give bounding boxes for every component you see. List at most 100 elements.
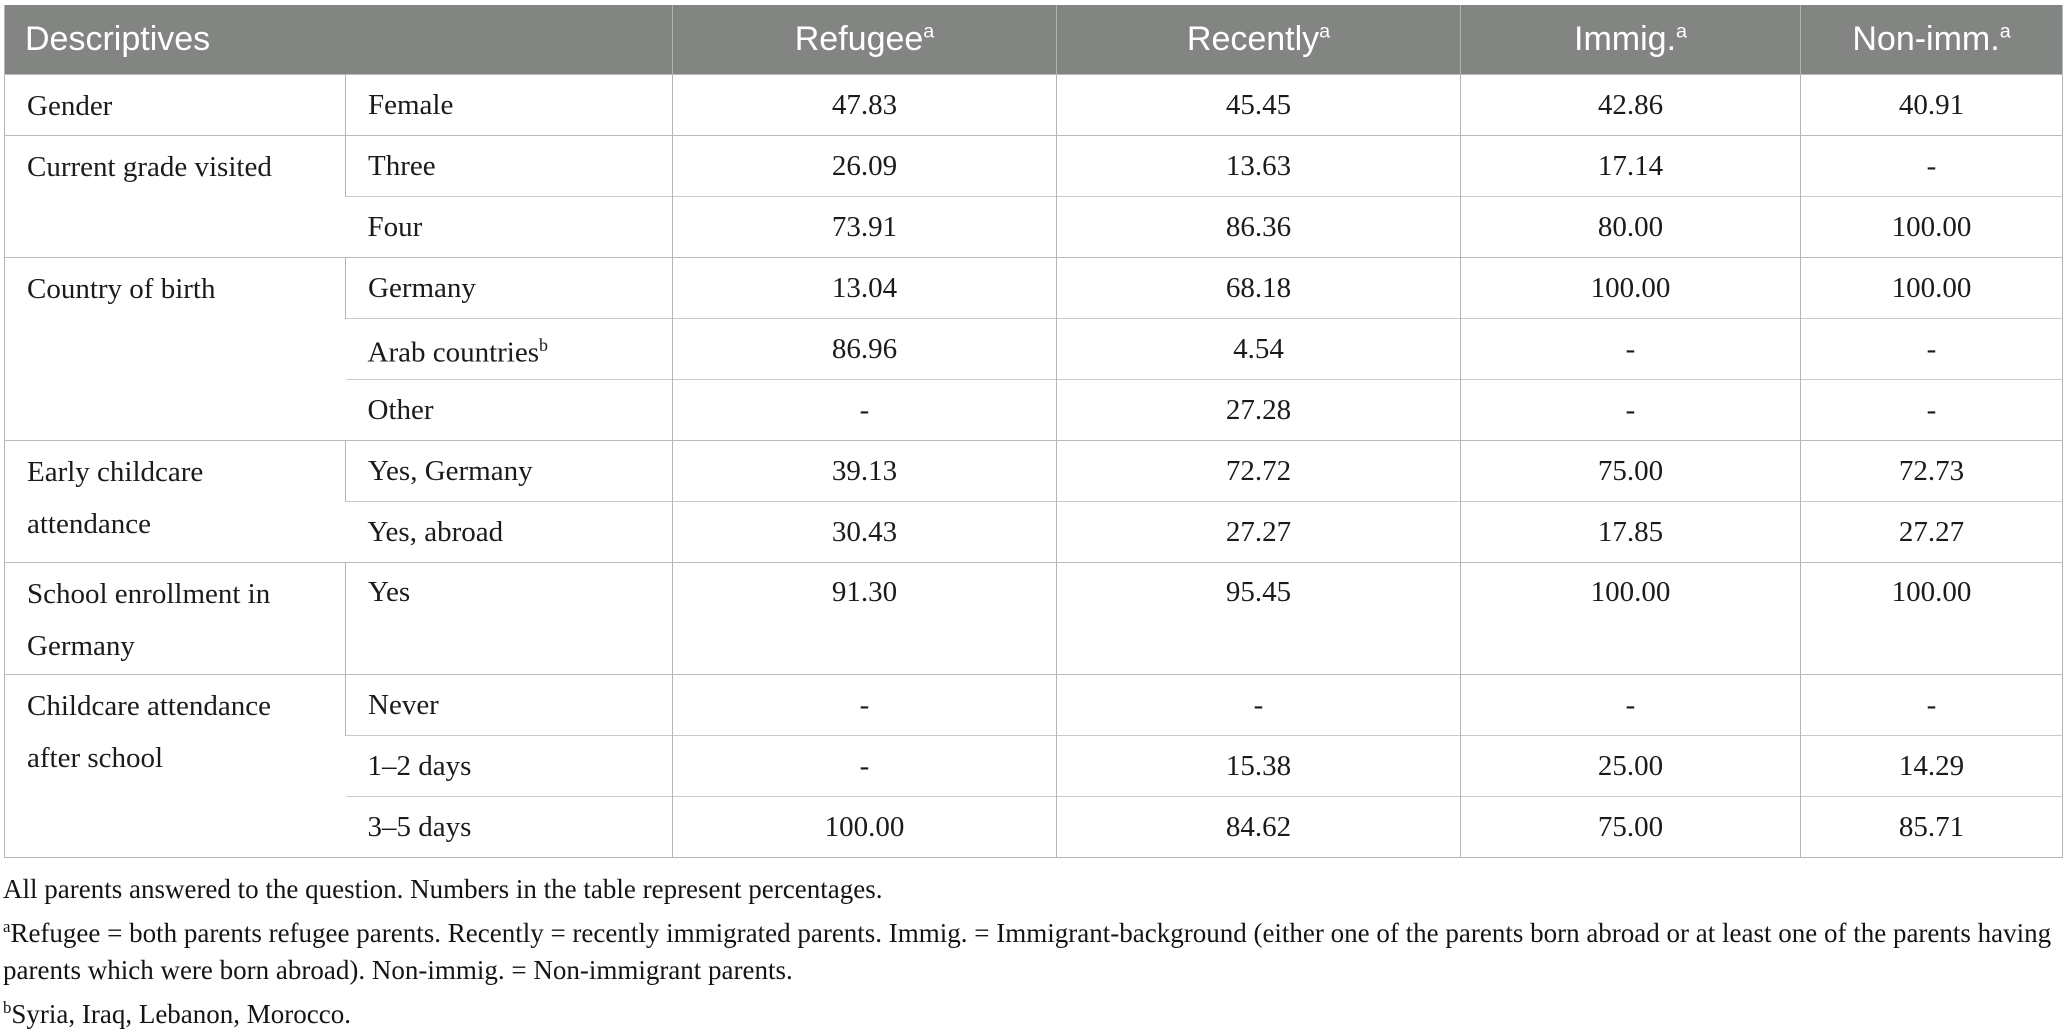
value-cell: - bbox=[672, 735, 1057, 797]
value-cell: 39.13 bbox=[672, 440, 1057, 502]
category-cell: Gender bbox=[4, 74, 346, 136]
table-row: Country of birth Germany 13.04 68.18 100… bbox=[4, 257, 2063, 441]
subcategory-cell: Yes, abroad bbox=[345, 501, 673, 563]
footnote-b: bSyria, Iraq, Lebanon, Morocco. bbox=[3, 989, 2061, 1033]
value-cell: 14.29 bbox=[1800, 735, 2063, 797]
value-cell: 100.00 bbox=[1460, 257, 1801, 319]
header-refugee-sup: a bbox=[923, 20, 935, 43]
value-cell: 100.00 bbox=[1800, 196, 2063, 258]
value-cell: 84.62 bbox=[1056, 796, 1461, 858]
subcategory-label: Arab countries bbox=[367, 336, 540, 369]
table-row: 3–5 days 100.00 84.62 75.00 85.71 bbox=[5, 796, 2063, 858]
subcategory-cell: Three bbox=[344, 135, 673, 197]
value-cell: 100.00 bbox=[1800, 562, 2063, 675]
value-cell: 95.45 bbox=[1056, 562, 1461, 675]
value-cell: - bbox=[1800, 135, 2063, 197]
subcategory-cell: Yes, Germany bbox=[344, 440, 673, 502]
value-cell: 42.86 bbox=[1460, 74, 1801, 136]
value-cell: 91.30 bbox=[672, 562, 1057, 675]
value-cell: - bbox=[1460, 318, 1801, 380]
value-cell: 26.09 bbox=[672, 135, 1057, 197]
value-cell: 80.00 bbox=[1460, 196, 1801, 258]
value-cell: 17.85 bbox=[1460, 501, 1801, 563]
value-cell: 68.18 bbox=[1056, 257, 1461, 319]
value-cell: 40.91 bbox=[1800, 74, 2063, 136]
category-cell: Country of birth bbox=[4, 257, 346, 441]
value-cell: - bbox=[1800, 379, 2063, 441]
page: Descriptives Refugeea Recentlya Immig.a … bbox=[0, 5, 2067, 1029]
value-cell: - bbox=[672, 379, 1057, 441]
value-cell: 27.27 bbox=[1800, 501, 2063, 563]
header-refugee-label: Refugee bbox=[794, 20, 924, 58]
footnote-b-text: Syria, Iraq, Lebanon, Morocco. bbox=[11, 999, 352, 1029]
footnote-a: aRefugee = both parents refugee parents.… bbox=[3, 908, 2061, 989]
table-footnotes: All parents answered to the question. Nu… bbox=[3, 871, 2061, 1033]
category-cell: Current grade visited bbox=[4, 135, 346, 258]
value-cell: 75.00 bbox=[1460, 440, 1801, 502]
table-row: Four 73.91 86.36 80.00 100.00 bbox=[5, 196, 2063, 258]
table-row: Arab countriesb 86.96 4.54 - - bbox=[5, 318, 2063, 380]
header-recently: Recentlya bbox=[1056, 5, 1461, 75]
value-cell: - bbox=[1800, 674, 2063, 736]
subcategory-cell: Arab countriesb bbox=[345, 318, 673, 380]
header-recently-label: Recently bbox=[1186, 20, 1320, 58]
header-descriptives: Descriptives bbox=[4, 5, 673, 75]
footnote-general-text: All parents answered to the question. Nu… bbox=[3, 874, 883, 904]
value-cell: 27.27 bbox=[1056, 501, 1461, 563]
table-row: School enrollment in Germany Yes 91.30 9… bbox=[4, 562, 2063, 675]
value-cell: 27.28 bbox=[1056, 379, 1461, 441]
value-cell: 86.96 bbox=[672, 318, 1057, 380]
footnote-b-marker: b bbox=[3, 998, 12, 1017]
subcategory-cell: 3–5 days bbox=[345, 796, 673, 858]
table-header: Descriptives Refugeea Recentlya Immig.a … bbox=[4, 5, 2063, 75]
subcategory-cell: Never bbox=[344, 674, 673, 736]
value-cell: 73.91 bbox=[672, 196, 1057, 258]
header-non-imm: Non-imm.a bbox=[1800, 5, 2063, 75]
table-body: Gender Female 47.83 45.45 42.86 40.91 Cu… bbox=[4, 74, 2063, 858]
subcategory-cell: Female bbox=[344, 74, 673, 136]
table-row: Current grade visited Three 26.09 13.63 … bbox=[4, 135, 2063, 258]
header-immig-label: Immig. bbox=[1574, 20, 1677, 58]
value-cell: 13.63 bbox=[1056, 135, 1461, 197]
value-cell: 45.45 bbox=[1056, 74, 1461, 136]
subcategory-cell: 1–2 days bbox=[345, 735, 673, 797]
category-cell: School enrollment in Germany bbox=[4, 562, 346, 675]
subcategory-cell: Yes bbox=[344, 562, 673, 675]
value-cell: 85.71 bbox=[1800, 796, 2063, 858]
footnote-general: All parents answered to the question. Nu… bbox=[3, 871, 2061, 908]
category-cell: Childcare attendance after school bbox=[4, 674, 346, 858]
value-cell: - bbox=[1460, 674, 1801, 736]
header-refugee: Refugeea bbox=[672, 5, 1057, 75]
value-cell: 86.36 bbox=[1056, 196, 1461, 258]
header-row: Descriptives Refugeea Recentlya Immig.a … bbox=[4, 5, 2063, 75]
value-cell: 30.43 bbox=[672, 501, 1057, 563]
value-cell: 25.00 bbox=[1460, 735, 1801, 797]
descriptives-table: Descriptives Refugeea Recentlya Immig.a … bbox=[4, 5, 2064, 858]
value-cell: - bbox=[672, 674, 1057, 736]
value-cell: 4.54 bbox=[1056, 318, 1461, 380]
category-cell: Early childcare attendance bbox=[4, 440, 346, 563]
value-cell: 17.14 bbox=[1460, 135, 1801, 197]
value-cell: 15.38 bbox=[1056, 735, 1461, 797]
value-cell: 100.00 bbox=[1800, 257, 2063, 319]
header-descriptives-label: Descriptives bbox=[25, 20, 211, 58]
header-immig: Immig.a bbox=[1460, 5, 1801, 75]
header-recently-sup: a bbox=[1319, 20, 1331, 43]
subcategory-cell: Germany bbox=[344, 257, 673, 319]
value-cell: 75.00 bbox=[1460, 796, 1801, 858]
subcategory-cell: Other bbox=[345, 379, 673, 441]
table-row: Childcare attendance after school Never … bbox=[4, 674, 2063, 858]
value-cell: - bbox=[1800, 318, 2063, 380]
value-cell: 72.73 bbox=[1800, 440, 2063, 502]
table-row: Early childcare attendance Yes, Germany … bbox=[4, 440, 2063, 563]
value-cell: 100.00 bbox=[672, 796, 1057, 858]
subcategory-sup: b bbox=[539, 335, 549, 356]
value-cell: 47.83 bbox=[672, 74, 1057, 136]
header-immig-sup: a bbox=[1676, 20, 1687, 43]
value-cell: 100.00 bbox=[1460, 562, 1801, 675]
table-row: 1–2 days - 15.38 25.00 14.29 bbox=[5, 735, 2063, 797]
value-cell: - bbox=[1056, 674, 1461, 736]
table-row: Gender Female 47.83 45.45 42.86 40.91 bbox=[4, 74, 2063, 136]
table-row: Other - 27.28 - - bbox=[5, 379, 2063, 441]
header-non-imm-sup: a bbox=[1999, 20, 2011, 43]
